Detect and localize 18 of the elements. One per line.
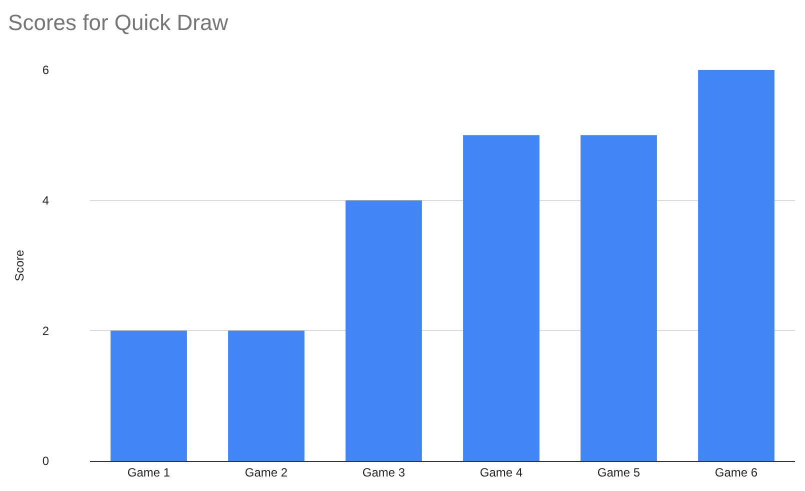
y-tick-label: 6 (42, 63, 50, 78)
x-tick-label: Game 3 (362, 465, 406, 480)
x-tick-label: Game 2 (244, 465, 288, 480)
chart-title: Scores for Quick Draw (8, 10, 228, 36)
x-tick-label: Game 5 (597, 465, 640, 480)
bar (110, 330, 187, 461)
bar (698, 70, 774, 461)
y-tick-label: 4 (42, 194, 50, 208)
bar (346, 200, 422, 461)
bar (580, 135, 657, 461)
bar (463, 135, 540, 461)
x-tick-label: Game 1 (127, 465, 170, 480)
y-axis-title: Score (12, 250, 27, 282)
x-tick-label: Game 4 (480, 465, 523, 480)
x-tick-label: Game 6 (714, 465, 758, 480)
y-tick-label: 2 (42, 324, 50, 338)
y-tick-label: 0 (42, 454, 50, 468)
bar (228, 330, 304, 461)
